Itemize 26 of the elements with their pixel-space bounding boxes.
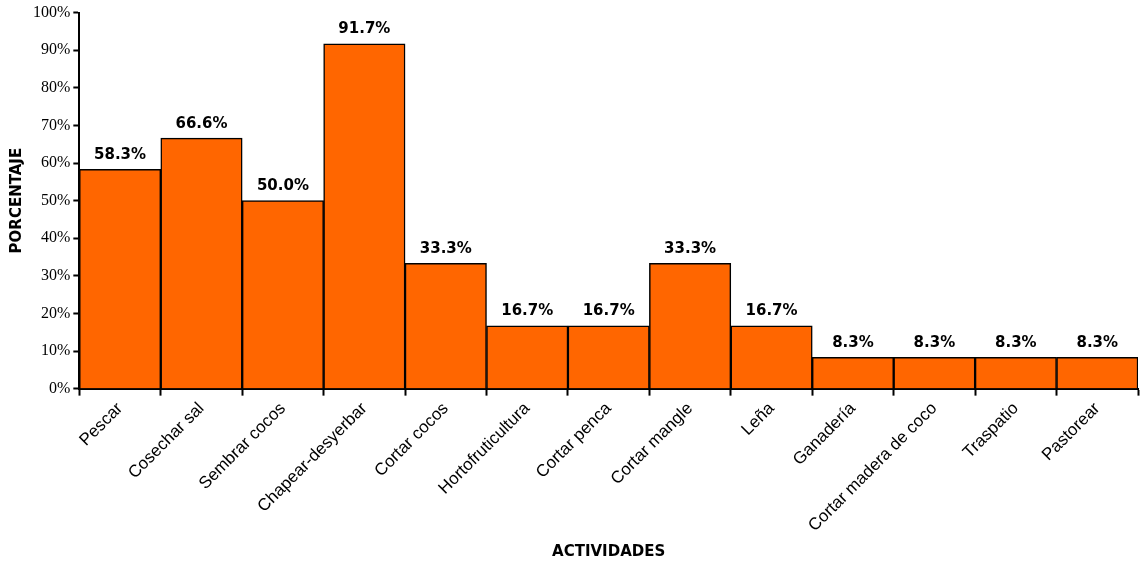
y-tick-label: 40%: [41, 228, 71, 246]
y-tick-label: 60%: [41, 153, 71, 171]
y-tick-label: 70%: [41, 115, 71, 133]
y-tick-label: 30%: [41, 266, 71, 284]
data-label: 33.3%: [664, 238, 717, 257]
x-axis-title: ACTIVIDADES: [552, 541, 666, 560]
y-tick-label: 100%: [33, 2, 71, 20]
data-label: 33.3%: [419, 238, 472, 257]
data-label: 8.3%: [995, 332, 1037, 351]
data-label: 16.7%: [582, 301, 635, 320]
data-label: 16.7%: [745, 301, 798, 320]
data-label: 8.3%: [832, 332, 874, 351]
data-label: 8.3%: [913, 332, 956, 351]
y-tick-label: 50%: [41, 190, 71, 208]
data-label: 16.7%: [501, 301, 554, 320]
y-tick-label: 0%: [49, 378, 71, 396]
y-tick-label: 80%: [41, 78, 71, 96]
data-label: 58.3%: [94, 144, 147, 163]
y-axis-title: PORCENTAJE: [6, 147, 25, 254]
data-label: 50.0%: [256, 176, 309, 195]
y-tick-label: 90%: [41, 40, 71, 58]
y-tick-label: 20%: [41, 303, 71, 321]
data-label: 91.7%: [338, 19, 391, 38]
data-label: 66.6%: [175, 113, 228, 132]
y-tick-label: 10%: [41, 341, 71, 359]
data-label: 8.3%: [1076, 332, 1119, 351]
